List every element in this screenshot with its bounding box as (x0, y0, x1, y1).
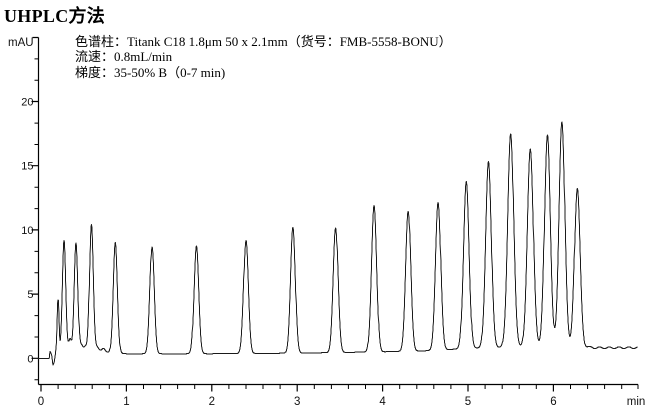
y-tick-label: 10 (21, 225, 33, 237)
gradient-info: 梯度：35-50% B（0-7 min) (75, 64, 226, 80)
x-tick-label: 1 (123, 396, 129, 408)
y-axis-minor-ticks (34, 58, 39, 381)
y-tick-label: 5 (27, 289, 33, 301)
x-axis-minor-ticks (57, 384, 639, 389)
method-conditions: 色谱柱：Titank C18 1.8μm 50 x 2.1mm（货号：FMB-5… (75, 34, 452, 80)
x-tick-label: 5 (465, 396, 471, 408)
flow-rate-info: 流速：0.8mL/min (75, 49, 173, 65)
y-tick-label: 20 (21, 97, 33, 109)
x-axis-major-ticks (40, 384, 554, 392)
x-axis-unit-label: min (627, 396, 646, 408)
x-tick-label: 3 (294, 396, 300, 408)
page-title: UHPLC方法 (4, 6, 106, 26)
y-tick-label: 0 (27, 353, 33, 365)
y-tick-label: 15 (21, 161, 33, 173)
axis-lines (37, 37, 638, 386)
y-axis-major-ticks (31, 36, 39, 359)
y-axis-unit-label: mAU (8, 37, 34, 49)
x-tick-label: 4 (379, 396, 386, 408)
x-tick-label: 0 (38, 396, 44, 408)
x-tick-label: 2 (209, 396, 215, 408)
column-info: 色谱柱：Titank C18 1.8μm 50 x 2.1mm（货号：FMB-5… (75, 34, 452, 49)
chromatogram-trace (38, 121, 638, 366)
x-tick-label: 6 (550, 396, 556, 408)
